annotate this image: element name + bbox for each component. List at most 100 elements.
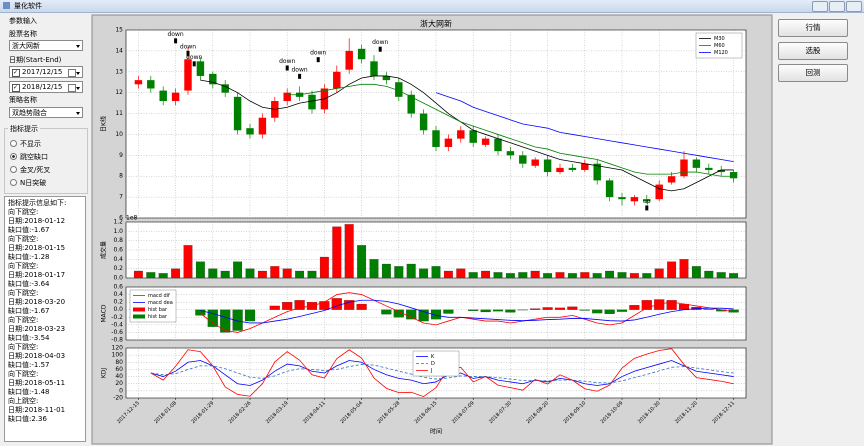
candle-body — [147, 80, 155, 89]
hist-bar — [616, 309, 628, 312]
info-line: 向下跳空: — [8, 262, 39, 270]
volume-bar — [307, 270, 317, 279]
volume-bar — [245, 268, 255, 279]
candle-body — [134, 80, 143, 85]
candle-body — [593, 163, 601, 181]
y-tick-label: 0.6 — [113, 284, 123, 291]
y-tick-label: 100 — [112, 352, 124, 359]
legend-box — [412, 350, 460, 377]
hist-bar — [505, 309, 516, 313]
end-date[interactable]: ✓ 2018/12/15 — [9, 81, 83, 93]
volume-bar — [233, 261, 243, 279]
offset-text: 1e8 — [126, 215, 138, 222]
candle-body — [159, 90, 167, 102]
info-box: 指标提示信息如下: 向下跳空: 日期:2018-01-12 缺口值:-1.67 向下跳空… — [4, 196, 86, 442]
candle-body — [395, 82, 403, 97]
series-line — [435, 92, 734, 162]
stock-select[interactable]: 浙大网新 — [9, 40, 83, 51]
calendar-icon[interactable] — [68, 69, 76, 77]
info-line: 向下跳空: — [8, 235, 39, 243]
volume-bar — [443, 270, 453, 279]
annotation-marker — [174, 38, 178, 44]
y-axis-label: MACD — [101, 304, 108, 322]
legend-label: D — [431, 361, 435, 367]
volume-bar — [555, 272, 565, 279]
minimize-button[interactable] — [812, 1, 828, 12]
start-date[interactable]: ✓ 2017/12/15 — [9, 66, 83, 78]
y-tick-label: 1.2 — [113, 219, 123, 226]
y-tick-label: 9 — [119, 152, 123, 159]
annotation: down — [291, 66, 307, 73]
volume-bar — [158, 273, 168, 279]
candle-body — [543, 159, 552, 173]
candle-body — [692, 159, 701, 168]
button[interactable]: 回测 — [778, 64, 848, 82]
button[interactable]: 行情 — [778, 19, 848, 37]
volume-bar — [282, 268, 292, 279]
hist-bar — [554, 307, 566, 310]
candle-body — [605, 180, 614, 198]
dropdown-arrow — [76, 45, 80, 48]
y-tick-label: 0.2 — [113, 299, 123, 306]
checkbox[interactable]: ✓ — [12, 84, 20, 92]
hist-bar — [480, 309, 491, 313]
hist-bar — [195, 309, 206, 316]
annotation: down — [279, 58, 295, 65]
button[interactable]: 选股 — [778, 41, 848, 60]
radio-option[interactable]: 不显示 — [10, 140, 41, 149]
plot-area — [125, 29, 747, 219]
calendar-icon[interactable] — [68, 84, 76, 92]
volume-bar — [456, 268, 466, 279]
hist-bar — [232, 309, 243, 331]
chart-figure: 6789101112131415日K线浙大网新downdowndowndownd… — [91, 14, 773, 445]
close-button[interactable] — [846, 1, 862, 12]
hist-bar — [294, 300, 305, 310]
info-line: 缺口值:-1.67 — [8, 307, 50, 315]
candle-body — [432, 130, 440, 147]
annotation: down — [372, 39, 388, 46]
info-line: 缺口值:-3.64 — [8, 280, 50, 288]
hist-bar — [344, 300, 355, 310]
candle-body — [444, 138, 453, 147]
dropdown-arrow — [76, 87, 80, 90]
radio-option[interactable]: N日突破 — [10, 179, 46, 188]
checkbox[interactable]: ✓ — [12, 69, 20, 77]
candle-body — [481, 138, 490, 145]
radio-option[interactable]: 跳空缺口 — [10, 153, 48, 162]
candle-body — [370, 61, 378, 76]
candle-body — [196, 61, 205, 76]
info-line: 日期:2018-01-12 — [8, 217, 66, 225]
strategy-select[interactable]: 双趋势融合 — [9, 107, 83, 118]
y-tick-label: -0.6 — [111, 329, 123, 336]
strategy-label: 策略名称 — [9, 96, 37, 104]
annotation: up — [643, 198, 651, 205]
y-tick-label: -20 — [113, 395, 123, 402]
info-line: 日期:2018-03-23 — [8, 325, 66, 333]
info-line: 向上跳空: — [8, 397, 39, 405]
candle-body — [655, 184, 663, 200]
y-tick-label: 0.8 — [113, 237, 123, 244]
hist-bar — [430, 309, 442, 320]
volume-bar — [257, 270, 267, 279]
candle-body — [506, 151, 515, 156]
start-date-value: 2017/12/15 — [22, 68, 63, 76]
radio-option[interactable]: 金叉/死叉 — [10, 166, 50, 175]
annotation-marker — [192, 61, 196, 67]
maximize-button[interactable] — [829, 1, 845, 12]
volume-bar — [295, 270, 305, 279]
candle-body — [630, 197, 639, 202]
info-line: 向下跳空: — [8, 316, 39, 324]
y-axis-label: KDJ — [101, 368, 108, 379]
radio-dot — [10, 140, 17, 147]
y-tick-label: 1.0 — [113, 228, 123, 235]
series-line — [200, 75, 734, 192]
volume-bar — [481, 270, 491, 279]
hist-bar — [443, 309, 454, 314]
hist-bar — [220, 309, 231, 333]
y-tick-label: 14 — [115, 47, 123, 54]
radio-label: 跳空缺口 — [20, 153, 48, 161]
hist-bar — [654, 299, 665, 310]
volume-bar — [605, 270, 615, 279]
hist-bar — [542, 307, 553, 310]
candle-body — [680, 159, 688, 177]
